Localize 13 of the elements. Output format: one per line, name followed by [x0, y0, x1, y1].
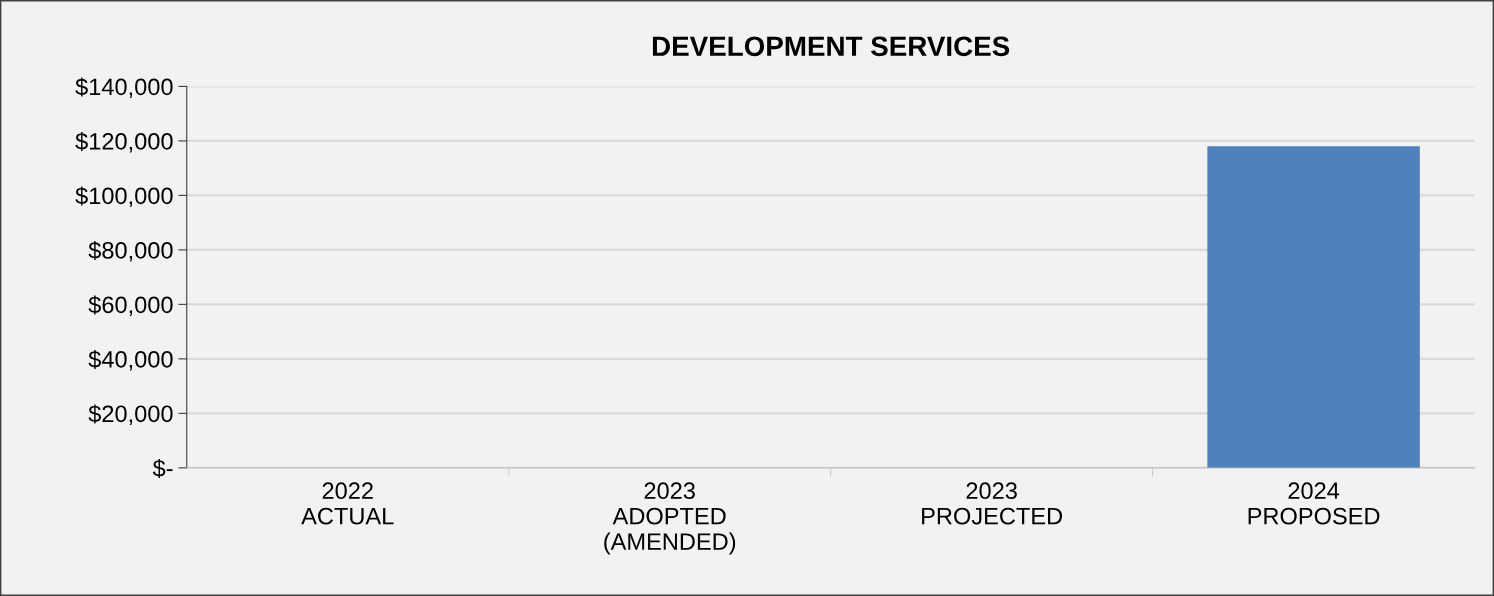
y-tick-label: $80,000 — [88, 240, 173, 262]
x-tick-label: 2023 PROJECTED — [922, 482, 1063, 525]
y-tick-label: $120,000 — [75, 131, 173, 153]
y-tick-label: $- — [152, 458, 173, 479]
y-tick-label: $140,000 — [75, 77, 173, 98]
x-tick-label: 2022 ACTUAL — [301, 482, 394, 525]
y-tick-label: $20,000 — [88, 404, 173, 425]
x-tick-label: 2023 ADOPTED (AMENDED) — [604, 482, 736, 555]
x-tick-label: 2024 PROPOSED — [1248, 482, 1380, 525]
y-tick-label: $100,000 — [75, 186, 173, 207]
y-tick-label: $60,000 — [88, 295, 173, 316]
chart-title: DEVELOPMENT SERVICES — [652, 36, 1010, 57]
y-tick-label: $40,000 — [88, 349, 173, 371]
